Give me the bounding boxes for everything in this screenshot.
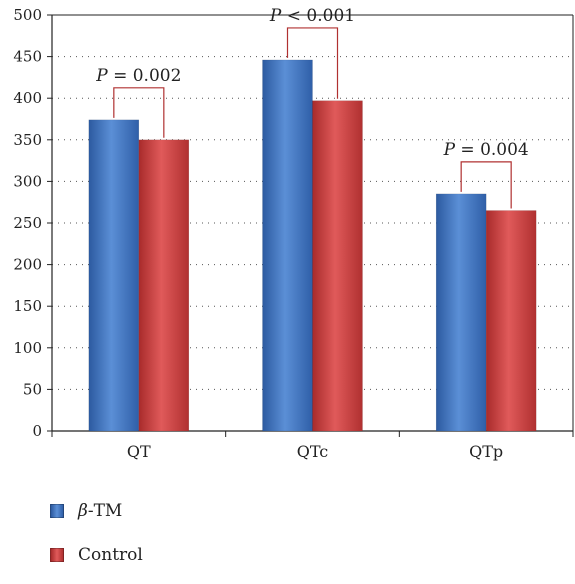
legend-item-beta-tm: β-TM bbox=[50, 496, 143, 526]
legend-label-beta-tm: β-TM bbox=[78, 501, 123, 521]
y-tick-label: 50 bbox=[23, 380, 42, 398]
significance-bracket bbox=[113, 87, 165, 138]
y-tick-label: 0 bbox=[32, 422, 42, 440]
legend-swatch-beta-tm bbox=[50, 504, 64, 518]
y-tick-label: 200 bbox=[13, 256, 42, 274]
legend-label-control: Control bbox=[78, 545, 143, 565]
bars bbox=[88, 59, 537, 432]
p-value-label: P = 0.002 bbox=[95, 66, 181, 86]
y-tick-label: 350 bbox=[13, 131, 42, 149]
legend-item-control: Control bbox=[50, 540, 143, 570]
x-tick-label: QTp bbox=[469, 442, 503, 461]
y-tick-label: 500 bbox=[13, 6, 42, 24]
legend: β-TM Control bbox=[50, 496, 143, 584]
significance-bracket bbox=[286, 27, 339, 99]
p-value-label: P = 0.004 bbox=[443, 140, 529, 160]
x-tick-label: QT bbox=[127, 442, 151, 461]
y-tick-label: 150 bbox=[13, 297, 42, 315]
y-tick-label: 400 bbox=[13, 89, 42, 107]
y-tick-label: 250 bbox=[13, 214, 42, 232]
x-tick-label: QTc bbox=[297, 442, 329, 461]
p-value-label: P < 0.001 bbox=[269, 6, 355, 26]
bar-control bbox=[138, 139, 190, 432]
y-tick-label: 100 bbox=[13, 339, 42, 357]
bar-beta-tm bbox=[435, 193, 487, 432]
axes: 0 50 100 150 200 250 300 350 400 450 500 QT QTc QTp bbox=[13, 6, 574, 461]
bar-beta-tm bbox=[262, 59, 313, 432]
p-value-annotations: P = 0.002 P < 0.001 P = 0.004 bbox=[95, 6, 529, 209]
bar-control bbox=[312, 100, 363, 432]
y-tick-label: 450 bbox=[13, 48, 42, 66]
bar-beta-tm bbox=[88, 119, 140, 432]
significance-bracket bbox=[460, 161, 512, 209]
bar-control bbox=[485, 210, 537, 432]
bar-chart: 0 50 100 150 200 250 300 350 400 450 500 QT QTc QTp P… bbox=[13, 6, 574, 461]
y-tick-label: 300 bbox=[13, 172, 42, 190]
legend-swatch-control bbox=[50, 548, 64, 562]
